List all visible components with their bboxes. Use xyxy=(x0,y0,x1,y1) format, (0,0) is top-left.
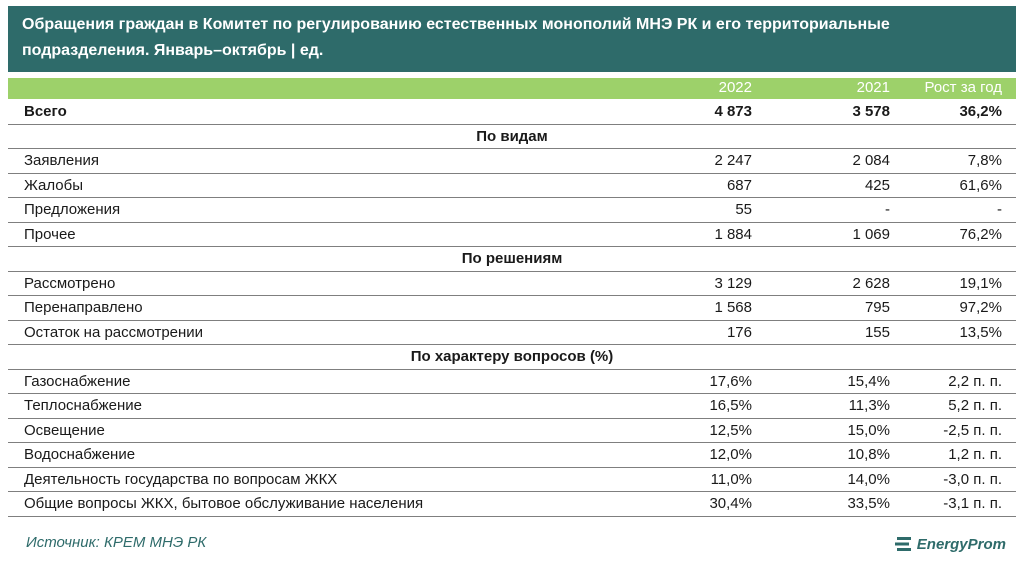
cell-growth: 1,2 п. п. xyxy=(948,446,1002,463)
table-row: Общие вопросы ЖКХ, бытовое обслуживание … xyxy=(8,492,1016,517)
row-label: Рассмотрено xyxy=(24,274,116,292)
cell-2021: 2 084 xyxy=(852,152,890,169)
row-label: Предложения xyxy=(24,201,121,218)
cell-2022: 2 247 xyxy=(714,152,752,169)
cell-growth: 61,6% xyxy=(959,176,1002,194)
cell-2022: 12,0% xyxy=(709,446,752,463)
row-label: Деятельность государства по вопросам ЖКХ xyxy=(24,470,338,488)
cell-2022: 1 884 xyxy=(714,225,752,243)
source-note: Источник: КРЕМ МНЭ РК xyxy=(26,534,207,551)
table-row: Теплоснабжение 16,5% 11,3% 5,2 п. п. xyxy=(8,394,1016,419)
cell-2021: 3 578 xyxy=(852,103,890,120)
title-line-2: подразделения. Январь–октябрь | ед. xyxy=(22,42,324,59)
section-header-decisions: По решениям xyxy=(8,247,1016,272)
cell-2021: - xyxy=(885,201,890,218)
row-label: Освещение xyxy=(24,421,105,439)
cell-growth: 13,5% xyxy=(959,323,1002,341)
column-header-2021: 2021 xyxy=(856,79,890,96)
table-row: Перенаправлено 1 568 795 97,2% xyxy=(8,296,1016,321)
row-label: Всего xyxy=(24,103,67,120)
cell-2021: 795 xyxy=(864,299,890,316)
cell-2022: 12,5% xyxy=(709,421,752,439)
cell-2021: 1 069 xyxy=(852,225,890,243)
cell-2022: 1 568 xyxy=(714,299,752,316)
row-label: Остаток на рассмотрении xyxy=(24,323,204,341)
title-line-1: Обращения граждан в Комитет по регулиров… xyxy=(22,16,890,33)
cell-2022: 16,5% xyxy=(709,397,752,414)
cell-2022: 4 873 xyxy=(714,103,752,120)
row-label: Жалобы xyxy=(24,176,83,194)
brand-name: EnergyProm xyxy=(916,535,1006,553)
cell-growth: 5,2 п. п. xyxy=(948,397,1002,414)
row-label: Заявления xyxy=(24,152,100,169)
section-header-topics: По характеру вопросов (%) xyxy=(8,345,1016,370)
cell-growth: 97,2% xyxy=(959,299,1002,316)
table-row: Водоснабжение 12,0% 10,8% 1,2 п. п. xyxy=(8,443,1016,468)
table-row: Рассмотрено 3 129 2 628 19,1% xyxy=(8,272,1016,296)
cell-2022: 17,6% xyxy=(709,372,752,390)
cell-2022: 55 xyxy=(735,201,752,218)
table-row: Заявления 2 247 2 084 7,8% xyxy=(8,149,1016,174)
cell-2021: 14,0% xyxy=(847,470,890,488)
row-label: Перенаправлено xyxy=(24,299,143,316)
cell-growth: 36,2% xyxy=(959,103,1002,120)
cell-growth: 19,1% xyxy=(959,274,1002,292)
column-header-row: 2022 2021 Рост за год xyxy=(8,78,1016,99)
table-row: Деятельность государства по вопросам ЖКХ… xyxy=(8,468,1016,492)
table-row-total: Всего 4 873 3 578 36,2% xyxy=(8,100,1016,125)
cell-growth: - xyxy=(997,201,1002,218)
cell-2022: 687 xyxy=(726,176,752,194)
cell-2021: 155 xyxy=(864,323,890,341)
cell-2021: 10,8% xyxy=(847,446,890,463)
brand-logo: EnergyProm xyxy=(894,532,1006,556)
cell-growth: -2,5 п. п. xyxy=(943,421,1002,439)
row-label: Водоснабжение xyxy=(24,446,136,463)
cell-growth: 7,8% xyxy=(967,152,1002,169)
cell-growth: -3,1 п. п. xyxy=(943,495,1002,512)
cell-2021: 2 628 xyxy=(852,274,890,292)
energyprom-logo-icon xyxy=(894,537,911,551)
column-header-2022: 2022 xyxy=(718,79,752,96)
cell-2022: 11,0% xyxy=(710,470,752,488)
table-row: Освещение 12,5% 15,0% -2,5 п. п. xyxy=(8,419,1016,443)
cell-growth: -3,0 п. п. xyxy=(943,470,1002,488)
table-card: Обращения граждан в Комитет по регулиров… xyxy=(8,6,1016,562)
cell-2021: 11,3% xyxy=(848,397,890,414)
table-row: Остаток на рассмотрении 176 155 13,5% xyxy=(8,321,1016,345)
section-title: По видам xyxy=(476,127,548,145)
table-footer: Источник: КРЕМ МНЭ РК EnergyProm xyxy=(8,526,1016,562)
cell-2022: 30,4% xyxy=(709,495,752,512)
row-label: Общие вопросы ЖКХ, бытовое обслуживание … xyxy=(24,495,424,512)
cell-2021: 425 xyxy=(864,176,890,194)
row-label: Газоснабжение xyxy=(24,372,131,390)
cell-growth: 76,2% xyxy=(959,225,1002,243)
section-title: По характеру вопросов (%) xyxy=(410,348,614,365)
table-row: Прочее 1 884 1 069 76,2% xyxy=(8,223,1016,247)
cell-2022: 176 xyxy=(726,323,752,341)
cell-2021: 15,4% xyxy=(847,372,890,390)
row-label: Теплоснабжение xyxy=(24,397,142,414)
table-title: Обращения граждан в Комитет по регулиров… xyxy=(8,6,1016,72)
table-row: Жалобы 687 425 61,6% xyxy=(8,174,1016,198)
cell-2021: 33,5% xyxy=(847,495,890,512)
section-header-types: По видам xyxy=(8,125,1016,149)
section-title: По решениям xyxy=(461,250,563,267)
table-row: Предложения 55 - - xyxy=(8,198,1016,223)
column-header-growth: Рост за год xyxy=(924,79,1002,96)
cell-2021: 15,0% xyxy=(847,421,890,439)
row-label: Прочее xyxy=(24,225,76,243)
cell-growth: 2,2 п. п. xyxy=(948,372,1002,390)
table-row: Газоснабжение 17,6% 15,4% 2,2 п. п. xyxy=(8,370,1016,394)
cell-2022: 3 129 xyxy=(714,274,752,292)
